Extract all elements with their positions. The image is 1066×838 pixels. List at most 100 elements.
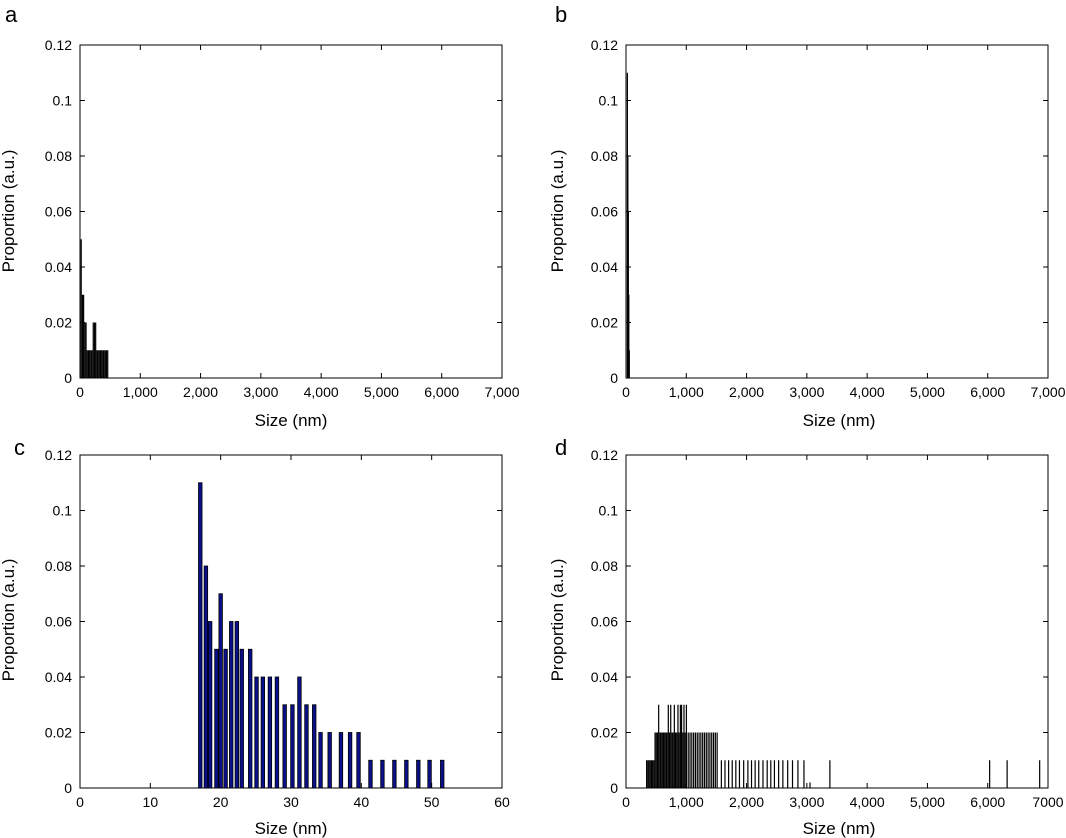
histogram-bar [654,732,656,788]
histogram-bar [649,760,651,788]
histogram-bar [96,350,98,378]
histogram-bar [646,760,648,788]
x-tick-label: 5,000 [910,384,945,400]
histogram-bar [766,760,768,788]
histogram-bar [778,760,780,788]
y-tick-label: 0.12 [591,447,618,463]
x-tick-label: 50 [424,794,440,810]
histogram-bar [440,759,445,789]
histogram-bar [218,593,223,789]
histogram-bar [98,350,100,378]
x-tick-label: 0 [76,794,84,810]
histogram-bar [773,760,776,788]
histogram-bar [676,732,678,788]
histogram-bar [724,760,726,788]
histogram-bar [750,760,753,788]
y-axis-label: Proportion (a.u.) [548,150,567,273]
histogram-bar [95,322,97,378]
histogram-bar [762,760,764,788]
histogram-bar [312,704,317,789]
histogram-bar [662,732,665,788]
x-tick-label: 0 [622,794,630,810]
x-tick-label: 7,000 [484,384,519,400]
y-tick-label: 0.04 [45,259,72,275]
histogram-bar [671,732,673,788]
histogram-bar [738,760,741,788]
histogram-bar [234,621,240,789]
histogram-bar [829,760,831,788]
y-tick-label: 0.02 [591,725,618,741]
plot-frame [79,44,503,379]
x-tick-label: 7,000 [1030,384,1065,400]
x-axis-label: Size (nm) [255,411,328,430]
histogram-bar [628,350,630,378]
x-tick-label: 3,000 [789,384,824,400]
histogram-bar [685,704,688,788]
histogram-bar [687,732,689,788]
histogram-bar [80,239,82,378]
histogram-bar [628,294,630,378]
histogram-bar [696,732,698,788]
x-tick-label: 6,000 [970,794,1005,810]
x-tick-label: 0 [76,384,84,400]
histogram-bar [658,704,660,788]
histogram-bar [647,760,649,788]
histogram-bar [698,732,700,788]
histogram-bar [659,732,661,788]
x-tick-label: 5,000 [364,384,399,400]
histogram-bar [239,648,244,789]
histogram-bar [670,704,672,788]
x-tick-label: 40 [354,794,370,810]
histogram-bar [667,704,669,788]
x-axis-label: Size (nm) [803,411,876,430]
histogram-bar [707,732,709,788]
histogram-bar [672,732,674,788]
y-tick-label: 0.08 [591,558,618,574]
histogram-bar [673,704,675,788]
histogram-bar [735,760,737,788]
panel-d: d 0 0.02 0.04 0.06 0.08 0.1 0.12 0 1,000 2,000 3,00… [548,435,1064,838]
histogram-bar [714,732,716,788]
histogram-bar [702,732,704,788]
histogram-bar [1039,760,1041,788]
histogram-bar [92,322,94,378]
histogram-bar [327,732,332,789]
y-tick-label: 0.04 [591,259,618,275]
x-tick-label: 60 [494,794,510,810]
y-tick-label: 0.08 [45,148,72,164]
y-tick-label: 0.1 [599,93,619,109]
histogram-bar [203,565,209,789]
x-axis-label: Size (nm) [255,819,328,838]
histogram-bar [660,732,662,788]
histogram-bar [229,621,234,789]
histogram-bar [304,704,309,789]
histogram-bar [297,676,302,789]
histogram-bar [81,294,84,378]
histogram-bar [787,760,789,788]
histogram-bar [661,732,663,788]
histogram-bar [93,322,96,378]
histogram-bar [758,760,760,788]
x-tick-label: 4,000 [304,384,339,400]
histogram-bar [223,648,228,789]
histogram-bar [260,676,266,789]
histogram-bar [274,676,280,789]
y-tick-label: 0 [64,370,72,386]
histogram-bar [99,350,102,378]
histogram-bar [404,759,409,789]
histogram-bar [684,732,686,788]
histogram-bar [356,732,361,789]
x-tick-label: 3,000 [243,384,278,400]
histogram-bar [97,350,99,378]
y-tick-label: 0.12 [591,37,618,53]
histogram-bar [754,760,756,788]
y-tick-label: 0.06 [45,614,72,630]
y-tick-label: 0.12 [45,37,72,53]
histogram-bar [653,760,655,788]
histogram-bar [728,760,730,788]
panel-letter: c [14,435,25,460]
histogram-bar [703,732,706,788]
histogram-bar [380,759,385,789]
x-tick-label: 30 [283,794,299,810]
y-tick-label: 0.04 [45,669,72,685]
